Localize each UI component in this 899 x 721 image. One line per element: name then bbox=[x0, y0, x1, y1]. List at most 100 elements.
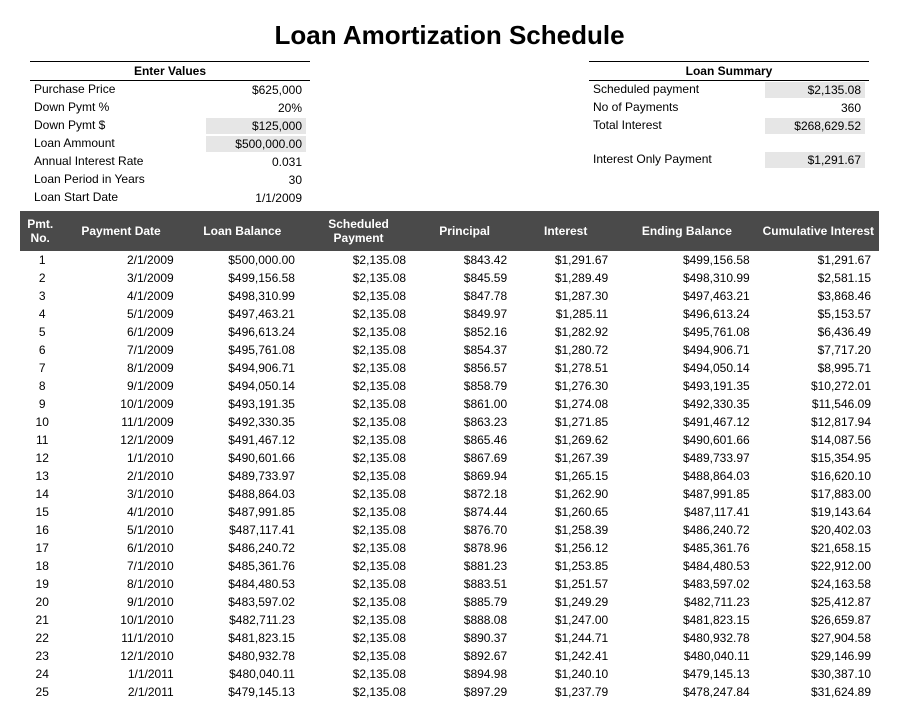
cell-bal: $487,117.41 bbox=[182, 521, 303, 539]
cell-int: $1,265.15 bbox=[515, 467, 616, 485]
cell-cum: $19,143.64 bbox=[758, 503, 879, 521]
cell-bal: $481,823.15 bbox=[182, 629, 303, 647]
table-row: 154/1/2010$487,991.85$2,135.08$874.44$1,… bbox=[20, 503, 879, 521]
cell-bal: $493,191.35 bbox=[182, 395, 303, 413]
cell-int: $1,244.71 bbox=[515, 629, 616, 647]
input-value: 20% bbox=[206, 100, 306, 116]
cell-bal: $488,864.03 bbox=[182, 485, 303, 503]
amortization-table: Pmt. No. Payment Date Loan Balance Sched… bbox=[20, 211, 879, 701]
cell-sched: $2,135.08 bbox=[303, 467, 414, 485]
cell-no: 8 bbox=[20, 377, 60, 395]
cell-bal: $496,613.24 bbox=[182, 323, 303, 341]
cell-int: $1,271.85 bbox=[515, 413, 616, 431]
cell-bal: $480,040.11 bbox=[182, 665, 303, 683]
cell-cum: $16,620.10 bbox=[758, 467, 879, 485]
cell-bal: $489,733.97 bbox=[182, 467, 303, 485]
table-row: 2312/1/2010$480,932.78$2,135.08$892.67$1… bbox=[20, 647, 879, 665]
enter-values-row: Purchase Price$625,000 bbox=[30, 81, 310, 99]
cell-no: 2 bbox=[20, 269, 60, 287]
summary-label: Total Interest bbox=[593, 118, 662, 134]
cell-no: 13 bbox=[20, 467, 60, 485]
cell-prin: $883.51 bbox=[414, 575, 515, 593]
top-panels: Enter Values Purchase Price$625,000Down … bbox=[30, 61, 869, 207]
cell-date: 9/1/2009 bbox=[60, 377, 181, 395]
cell-bal: $499,156.58 bbox=[182, 269, 303, 287]
table-row: 252/1/2011$479,145.13$2,135.08$897.29$1,… bbox=[20, 683, 879, 701]
cell-end: $481,823.15 bbox=[616, 611, 757, 629]
cell-prin: $854.37 bbox=[414, 341, 515, 359]
cell-no: 25 bbox=[20, 683, 60, 701]
cell-end: $490,601.66 bbox=[616, 431, 757, 449]
table-row: 121/1/2010$490,601.66$2,135.08$867.69$1,… bbox=[20, 449, 879, 467]
table-row: 23/1/2009$499,156.58$2,135.08$845.59$1,2… bbox=[20, 269, 879, 287]
cell-cum: $8,995.71 bbox=[758, 359, 879, 377]
input-label: Loan Period in Years bbox=[34, 172, 145, 188]
cell-prin: $863.23 bbox=[414, 413, 515, 431]
cell-cum: $26,659.87 bbox=[758, 611, 879, 629]
cell-date: 5/1/2010 bbox=[60, 521, 181, 539]
loan-summary-panel: Loan Summary Scheduled payment$2,135.08N… bbox=[589, 61, 869, 207]
enter-values-header: Enter Values bbox=[30, 61, 310, 81]
cell-end: $487,117.41 bbox=[616, 503, 757, 521]
cell-end: $479,145.13 bbox=[616, 665, 757, 683]
cell-no: 7 bbox=[20, 359, 60, 377]
summary-row: Scheduled payment$2,135.08 bbox=[589, 81, 869, 99]
cell-sched: $2,135.08 bbox=[303, 287, 414, 305]
th-cumulative: Cumulative Interest bbox=[758, 211, 879, 251]
input-label: Down Pymt $ bbox=[34, 118, 105, 134]
cell-int: $1,276.30 bbox=[515, 377, 616, 395]
table-row: 132/1/2010$489,733.97$2,135.08$869.94$1,… bbox=[20, 467, 879, 485]
enter-values-row: Loan Ammount$500,000.00 bbox=[30, 135, 310, 153]
cell-no: 23 bbox=[20, 647, 60, 665]
input-label: Down Pymt % bbox=[34, 100, 109, 116]
cell-int: $1,282.92 bbox=[515, 323, 616, 341]
cell-cum: $25,412.87 bbox=[758, 593, 879, 611]
cell-bal: $490,601.66 bbox=[182, 449, 303, 467]
th-scheduled: Scheduled Payment bbox=[303, 211, 414, 251]
cell-no: 11 bbox=[20, 431, 60, 449]
table-row: 56/1/2009$496,613.24$2,135.08$852.16$1,2… bbox=[20, 323, 879, 341]
cell-sched: $2,135.08 bbox=[303, 323, 414, 341]
cell-no: 20 bbox=[20, 593, 60, 611]
cell-int: $1,260.65 bbox=[515, 503, 616, 521]
cell-sched: $2,135.08 bbox=[303, 359, 414, 377]
cell-bal: $479,145.13 bbox=[182, 683, 303, 701]
cell-end: $486,240.72 bbox=[616, 521, 757, 539]
cell-cum: $20,402.03 bbox=[758, 521, 879, 539]
cell-bal: $484,480.53 bbox=[182, 575, 303, 593]
cell-int: $1,289.49 bbox=[515, 269, 616, 287]
cell-cum: $12,817.94 bbox=[758, 413, 879, 431]
table-row: 165/1/2010$487,117.41$2,135.08$876.70$1,… bbox=[20, 521, 879, 539]
cell-sched: $2,135.08 bbox=[303, 629, 414, 647]
cell-date: 7/1/2009 bbox=[60, 341, 181, 359]
cell-prin: $894.98 bbox=[414, 665, 515, 683]
cell-int: $1,291.67 bbox=[515, 251, 616, 269]
cell-end: $492,330.35 bbox=[616, 395, 757, 413]
cell-sched: $2,135.08 bbox=[303, 575, 414, 593]
cell-no: 1 bbox=[20, 251, 60, 269]
cell-date: 8/1/2010 bbox=[60, 575, 181, 593]
table-row: 45/1/2009$497,463.21$2,135.08$849.97$1,2… bbox=[20, 305, 879, 323]
cell-sched: $2,135.08 bbox=[303, 611, 414, 629]
cell-cum: $29,146.99 bbox=[758, 647, 879, 665]
cell-int: $1,287.30 bbox=[515, 287, 616, 305]
cell-sched: $2,135.08 bbox=[303, 449, 414, 467]
cell-date: 12/1/2009 bbox=[60, 431, 181, 449]
table-row: 1011/1/2009$492,330.35$2,135.08$863.23$1… bbox=[20, 413, 879, 431]
cell-prin: $876.70 bbox=[414, 521, 515, 539]
table-row: 1112/1/2009$491,467.12$2,135.08$865.46$1… bbox=[20, 431, 879, 449]
cell-sched: $2,135.08 bbox=[303, 431, 414, 449]
cell-cum: $5,153.57 bbox=[758, 305, 879, 323]
th-date: Payment Date bbox=[60, 211, 181, 251]
table-row: 143/1/2010$488,864.03$2,135.08$872.18$1,… bbox=[20, 485, 879, 503]
cell-sched: $2,135.08 bbox=[303, 647, 414, 665]
cell-bal: $494,050.14 bbox=[182, 377, 303, 395]
enter-values-panel: Enter Values Purchase Price$625,000Down … bbox=[30, 61, 310, 207]
cell-cum: $21,658.15 bbox=[758, 539, 879, 557]
summary-value: $268,629.52 bbox=[765, 118, 865, 134]
summary-row: Total Interest $268,629.52 bbox=[589, 117, 869, 135]
cell-date: 2/1/2010 bbox=[60, 467, 181, 485]
cell-sched: $2,135.08 bbox=[303, 539, 414, 557]
enter-values-row: Down Pymt $$125,000 bbox=[30, 117, 310, 135]
cell-prin: $897.29 bbox=[414, 683, 515, 701]
